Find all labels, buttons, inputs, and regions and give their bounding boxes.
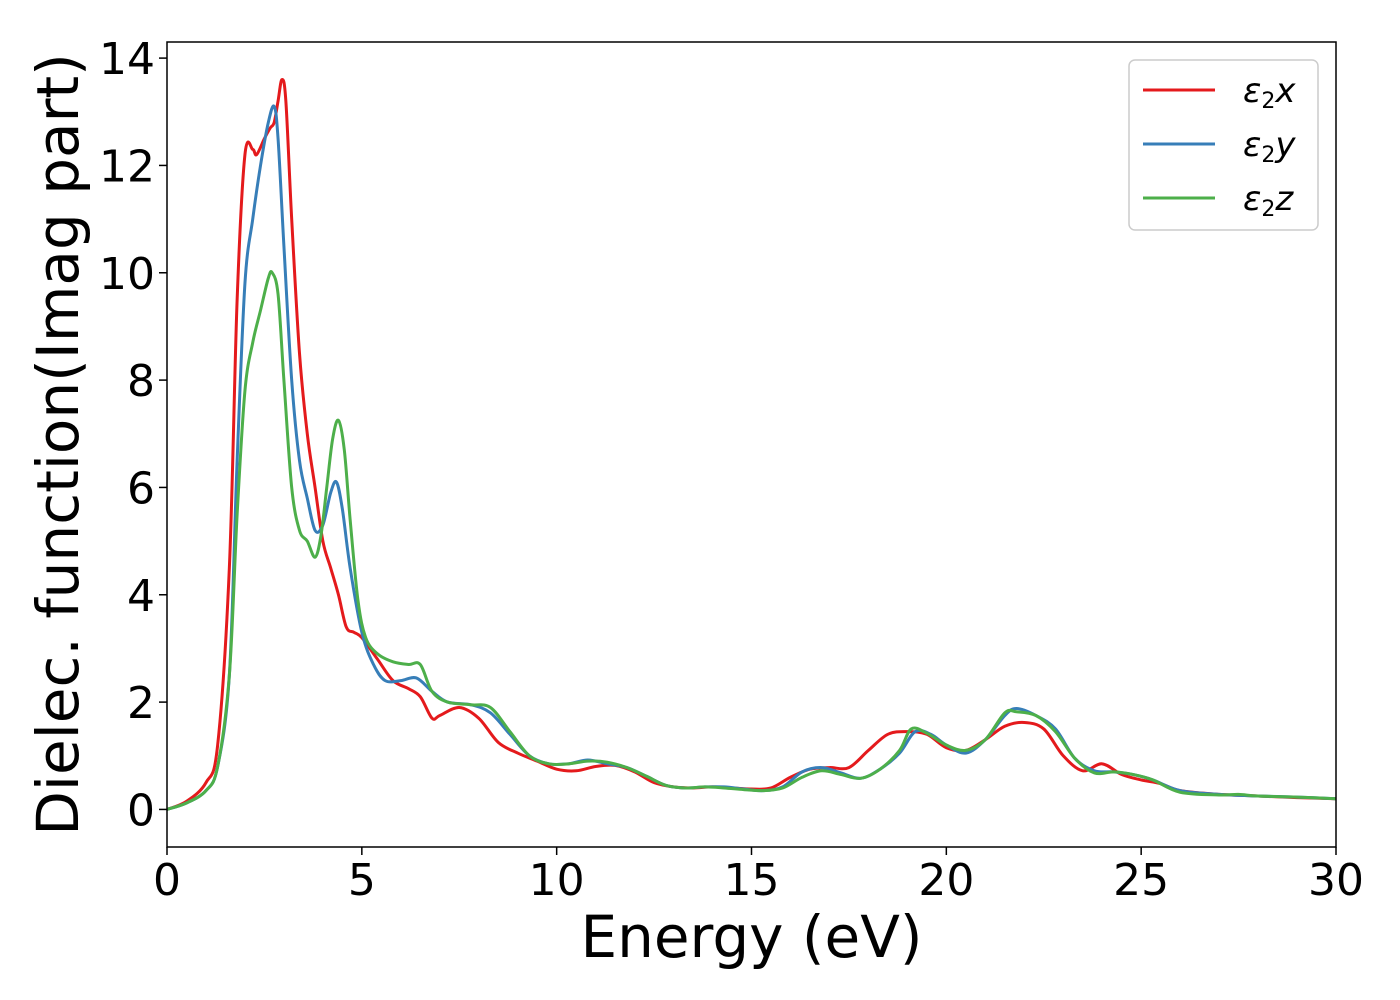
y-tick-label: 12	[99, 141, 155, 192]
x-tick-label: 5	[348, 855, 376, 906]
y-tick-label: 4	[127, 571, 155, 622]
y-tick-label: 0	[127, 785, 155, 836]
x-tick-label: 30	[1308, 855, 1364, 906]
legend-item-x: ε2x	[1143, 71, 1296, 114]
x-tick-label: 20	[918, 855, 974, 906]
legend-label: ε2y	[1243, 125, 1296, 168]
y-tick-label: 14	[99, 34, 155, 85]
x-axis-label: Energy (eV)	[580, 903, 922, 971]
series-layer	[166, 78, 1337, 811]
x-tick-label: 25	[1113, 855, 1169, 906]
series-line-x	[166, 78, 1337, 811]
y-tick-label: 10	[99, 249, 155, 300]
x-axis: 0 5 10 15 20 25 30	[153, 847, 1364, 906]
legend-label: ε2x	[1243, 71, 1296, 114]
y-tick-label: 6	[127, 463, 155, 514]
y-tick-label: 2	[127, 678, 155, 729]
legend-label: ε2z	[1243, 179, 1294, 222]
legend-item-y: ε2y	[1143, 125, 1296, 168]
series-line-z	[166, 270, 1337, 811]
x-tick-label: 10	[529, 855, 585, 906]
y-axis: 0 2 4 6 8 10 12 14	[99, 34, 167, 836]
y-tick-label: 8	[127, 356, 155, 407]
x-tick-label: 0	[153, 855, 181, 906]
y-axis-label: Dielec. function(Imag part)	[24, 53, 92, 836]
legend-item-z: ε2z	[1143, 179, 1294, 222]
legend-box	[1128, 59, 1319, 231]
legend: ε2x ε2y ε2z	[1128, 59, 1319, 231]
x-tick-label: 15	[724, 855, 780, 906]
